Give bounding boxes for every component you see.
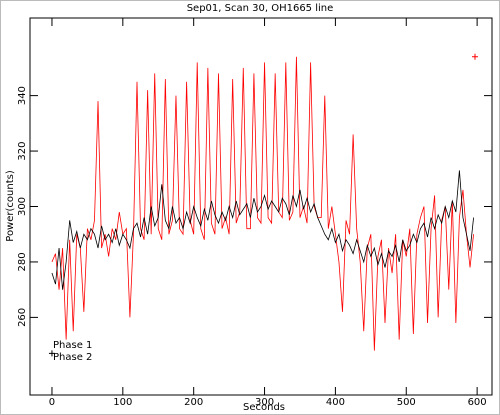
x-tick-label: 400: [326, 397, 345, 408]
x-tick-label: 0: [49, 397, 55, 408]
data-line: [51, 170, 474, 290]
y-tick-label: 340: [17, 86, 28, 105]
point-marker: [471, 53, 478, 60]
y-tick-label: 320: [17, 142, 28, 161]
x-tick-label: 100: [113, 397, 132, 408]
x-tick-label: 200: [184, 397, 203, 408]
x-tick-label: 300: [255, 397, 274, 408]
x-tick-label: 600: [468, 397, 487, 408]
y-tick-label: 280: [17, 252, 28, 271]
x-axis-label: Seconds: [243, 402, 285, 413]
point-marker: [48, 350, 55, 357]
legend-label: Phase 1: [53, 340, 92, 351]
y-tick-label: 300: [17, 197, 28, 216]
y-axis-label: Power(counts): [5, 170, 16, 242]
chart-title: Sep01, Scan 30, OH1665 line: [187, 3, 334, 14]
y-tick-label: 260: [17, 308, 28, 327]
x-tick-label: 500: [397, 397, 416, 408]
legend-label: Phase 2: [53, 352, 92, 363]
